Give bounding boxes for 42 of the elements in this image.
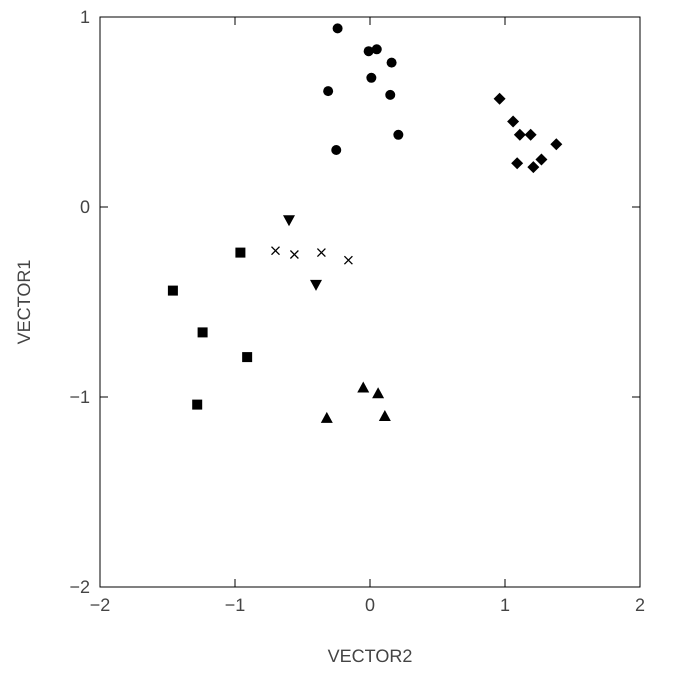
point — [331, 145, 342, 155]
point — [323, 86, 334, 96]
point — [283, 215, 295, 226]
y-axis-title: VECTOR1 — [14, 260, 34, 344]
point — [372, 387, 384, 398]
point — [316, 248, 326, 258]
point — [511, 157, 524, 170]
point — [385, 90, 396, 100]
point — [290, 250, 300, 260]
y-tick-label: −1 — [69, 387, 90, 407]
x-axis-title: VECTOR2 — [328, 646, 412, 666]
point — [378, 410, 391, 421]
point — [366, 72, 376, 83]
x-tick-label: 1 — [500, 595, 510, 615]
point — [364, 46, 374, 56]
point — [332, 23, 343, 34]
point — [535, 154, 548, 166]
y-tick-label: 0 — [80, 197, 90, 217]
point — [494, 92, 506, 105]
x-tick-label: 2 — [634, 595, 646, 615]
point — [270, 246, 280, 256]
point — [524, 128, 537, 141]
point — [235, 248, 246, 258]
point — [198, 327, 208, 338]
point — [357, 382, 370, 392]
point — [242, 352, 252, 362]
point — [550, 138, 562, 150]
point — [320, 412, 333, 423]
point — [192, 400, 202, 410]
point — [514, 128, 526, 141]
point — [527, 161, 540, 174]
y-tick-label: −2 — [69, 577, 90, 597]
point — [344, 256, 354, 265]
point — [372, 44, 382, 54]
point — [393, 130, 404, 140]
point — [386, 58, 397, 68]
point — [168, 286, 178, 296]
y-tick-label: 1 — [80, 7, 90, 27]
x-tick-label: −1 — [224, 595, 246, 615]
x-tick-label: 0 — [364, 595, 376, 615]
point — [507, 116, 520, 128]
point — [310, 280, 322, 291]
